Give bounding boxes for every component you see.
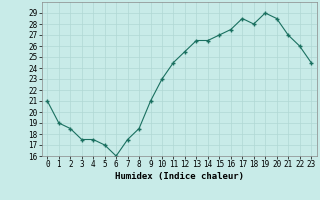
X-axis label: Humidex (Indice chaleur): Humidex (Indice chaleur) (115, 172, 244, 181)
